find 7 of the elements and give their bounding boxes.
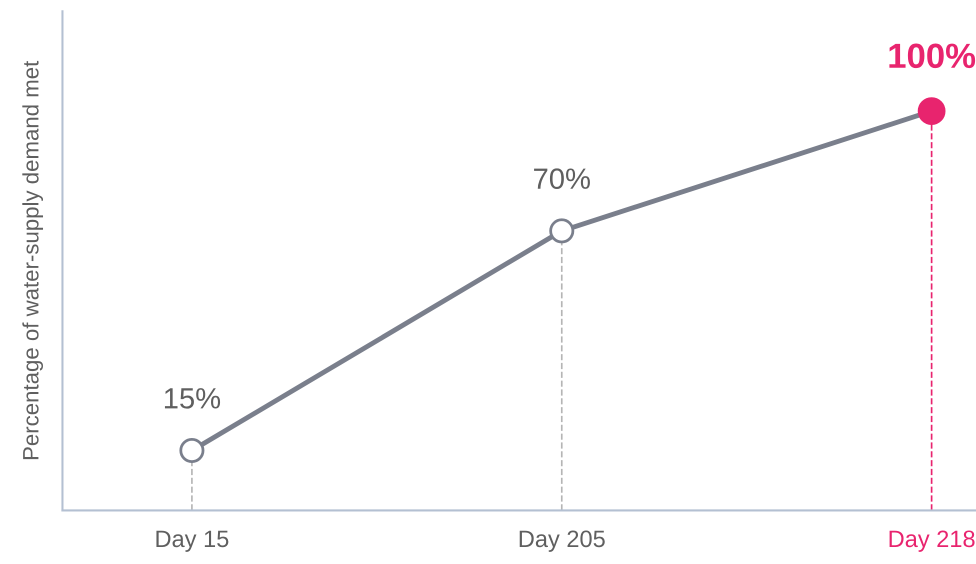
data-label: 15% bbox=[164, 388, 220, 409]
data-label: 70% bbox=[534, 168, 590, 190]
x-tick-label: Day 15 bbox=[156, 530, 228, 552]
data-label: 100% bbox=[889, 44, 976, 68]
y-axis-title: Percentage of water-supply demand met bbox=[22, 60, 44, 460]
x-tick-label: Day 218 bbox=[890, 530, 975, 552]
x-tick-label: Day 205 bbox=[520, 530, 605, 552]
